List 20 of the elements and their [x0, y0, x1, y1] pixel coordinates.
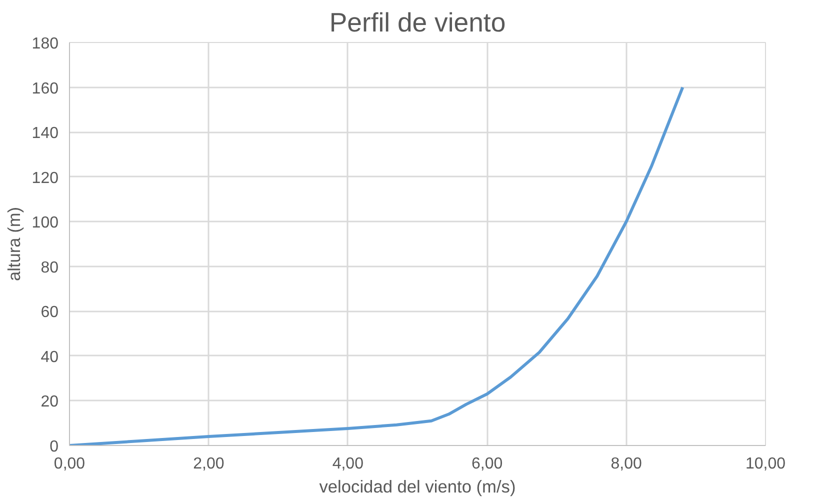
- y-tick-label: 0: [50, 438, 59, 456]
- x-tick-label: 2,00: [193, 456, 224, 472]
- x-axis-title: velocidad del viento (m/s): [319, 476, 516, 496]
- x-tick-label: 8,00: [610, 456, 642, 472]
- y-tick-label: 120: [32, 170, 59, 187]
- line-series: [70, 86, 684, 446]
- y-tick-label: 100: [32, 214, 59, 232]
- y-tick-label: 80: [40, 259, 59, 276]
- y-tick-label: 140: [32, 125, 59, 142]
- x-tick-label: 4,00: [332, 456, 364, 472]
- y-tick-label: 160: [32, 80, 59, 98]
- y-axis-title: altura (m): [4, 206, 24, 282]
- y-tick-label: 20: [40, 394, 59, 411]
- y-tick-label: 60: [40, 304, 59, 322]
- x-tick-label: 6,00: [472, 456, 503, 472]
- x-tick-label: 10,00: [745, 456, 786, 472]
- y-tick-label: 180: [32, 36, 59, 52]
- y-tick-label: 40: [40, 348, 59, 366]
- chart-title: Perfil de viento: [329, 8, 506, 38]
- x-tick-label: 0,00: [54, 456, 86, 472]
